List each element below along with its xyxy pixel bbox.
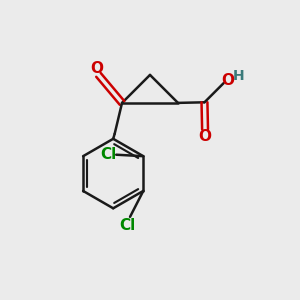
Text: Cl: Cl [119, 218, 135, 233]
Text: O: O [91, 61, 103, 76]
Text: Cl: Cl [100, 147, 116, 162]
Text: O: O [221, 73, 235, 88]
Text: H: H [233, 69, 245, 83]
Text: O: O [199, 129, 212, 144]
